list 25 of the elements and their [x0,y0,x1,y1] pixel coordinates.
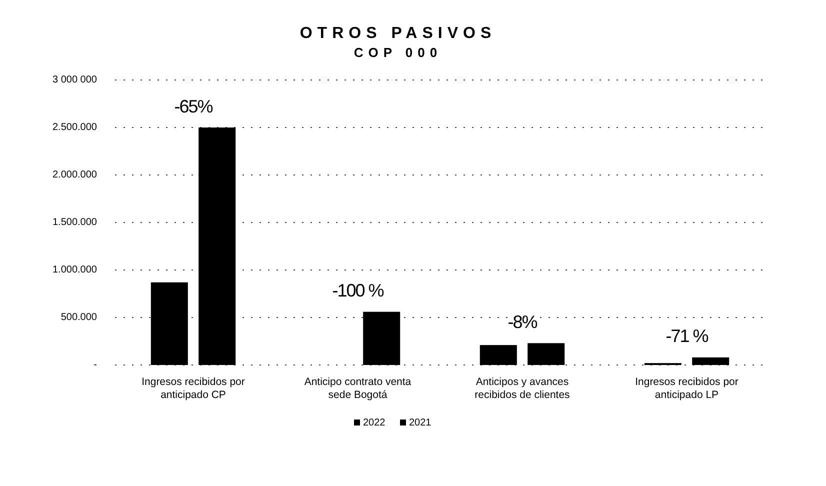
bar [363,312,400,365]
y-tick-label: 500.000 [60,312,98,324]
chart-subtitle: COP 000 [354,45,442,60]
bar [480,345,517,365]
legend-label: 2021 [409,418,432,429]
annotation: -8% [508,312,538,332]
y-tick-label: 2.500.000 [52,122,98,134]
legend-label: 2022 [363,418,386,429]
bar [150,282,188,365]
annotation: -100 % [332,280,384,301]
annotation: -71 % [666,326,709,346]
annotation: -65% [174,96,214,116]
y-tick-label: 2.000.000 [52,170,98,181]
y-tick-label: 1.000.000 [52,264,98,276]
y-tick-label: - [94,360,97,371]
x-tick-label: Anticipos y avances recibidos de clientes [474,376,570,401]
x-tick-label: Ingresos recibidos por anticipado CP [142,376,246,401]
x-tick-label: Anticipo contrato venta sede Bogotá [304,376,412,401]
x-tick-label: Ingresos recibidos por anticipado LP [635,376,739,401]
bar [528,343,565,365]
bar [198,128,236,365]
bar [692,357,730,365]
chart-title: OTROS PASIVOS [300,25,496,42]
y-tick-label: 1.500.000 [52,217,98,228]
y-tick-label: 3 000 000 [52,74,98,86]
